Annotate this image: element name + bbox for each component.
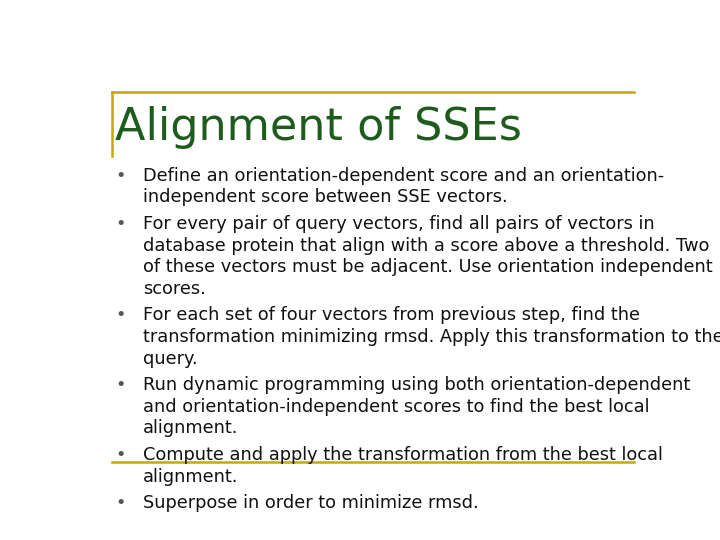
Text: of these vectors must be adjacent. Use orientation independent: of these vectors must be adjacent. Use o… <box>143 258 713 276</box>
Text: Alignment of SSEs: Alignment of SSEs <box>115 106 522 150</box>
Text: Define an orientation-dependent score and an orientation-: Define an orientation-dependent score an… <box>143 167 664 185</box>
Text: •: • <box>115 167 126 185</box>
Text: Superpose in order to minimize rmsd.: Superpose in order to minimize rmsd. <box>143 494 479 512</box>
Text: Run dynamic programming using both orientation-dependent: Run dynamic programming using both orien… <box>143 376 690 394</box>
Text: •: • <box>115 494 126 512</box>
Text: alignment.: alignment. <box>143 420 238 437</box>
Text: •: • <box>115 215 126 233</box>
Text: alignment.: alignment. <box>143 468 238 485</box>
Text: For each set of four vectors from previous step, find the: For each set of four vectors from previo… <box>143 306 640 325</box>
Text: •: • <box>115 376 126 394</box>
Text: independent score between SSE vectors.: independent score between SSE vectors. <box>143 188 508 206</box>
Text: transformation minimizing rmsd. Apply this transformation to the: transformation minimizing rmsd. Apply th… <box>143 328 720 346</box>
Text: •: • <box>115 306 126 325</box>
Text: For every pair of query vectors, find all pairs of vectors in: For every pair of query vectors, find al… <box>143 215 654 233</box>
Text: scores.: scores. <box>143 280 206 298</box>
Text: query.: query. <box>143 349 197 368</box>
Text: Compute and apply the transformation from the best local: Compute and apply the transformation fro… <box>143 446 663 464</box>
Text: database protein that align with a score above a threshold. Two: database protein that align with a score… <box>143 237 709 254</box>
Text: and orientation-independent scores to find the best local: and orientation-independent scores to fi… <box>143 398 649 416</box>
Text: •: • <box>115 446 126 464</box>
